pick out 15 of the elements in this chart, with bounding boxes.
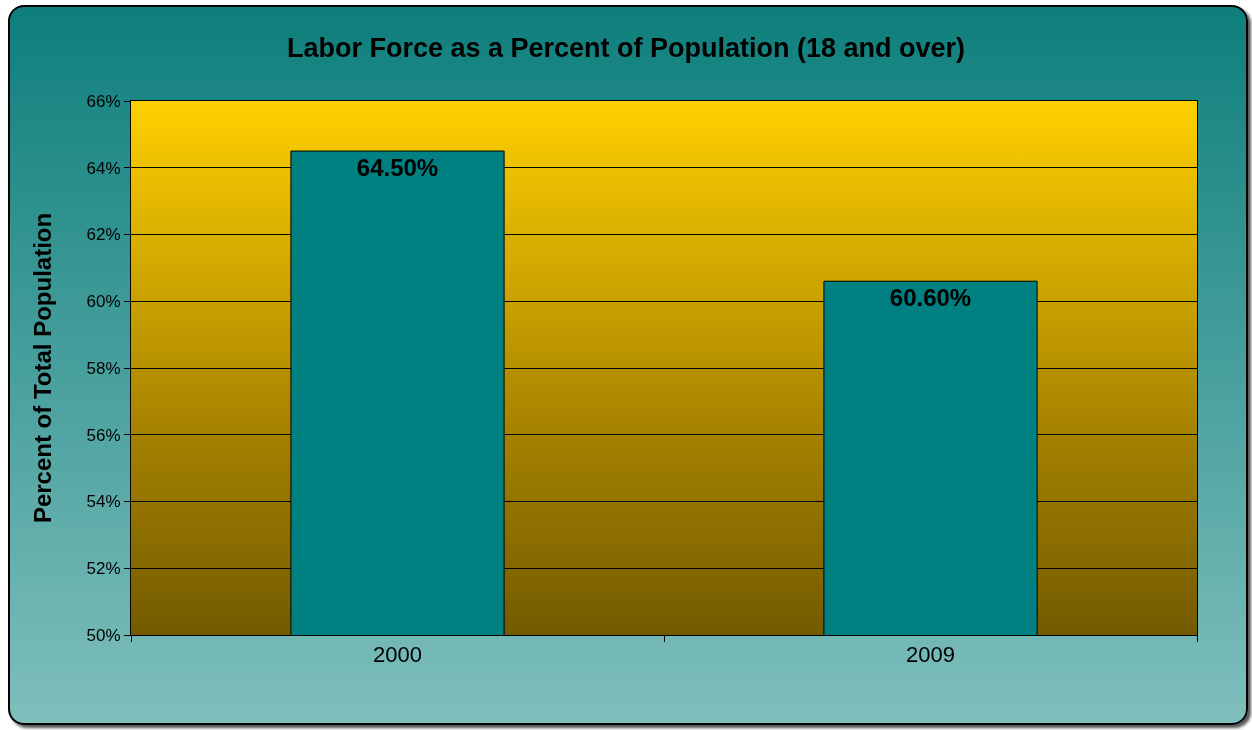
data-label: 60.60% — [889, 284, 972, 312]
y-tick-label: 64% — [86, 158, 121, 178]
y-tick-label: 62% — [86, 225, 121, 245]
y-axis-title: Percent of Total Population — [28, 212, 56, 524]
y-tick-label: 60% — [86, 292, 121, 312]
y-tick-label: 56% — [86, 425, 121, 445]
y-tick-label: 58% — [86, 358, 121, 378]
y-tick-label: 66% — [86, 91, 121, 111]
x-tick-label: 2000 — [373, 642, 422, 668]
y-tick-label: 50% — [86, 625, 121, 645]
y-tick-label: 54% — [86, 492, 121, 512]
chart-title: Labor Force as a Percent of Population (18 and over) — [286, 32, 966, 63]
y-tick-label: 52% — [86, 559, 121, 579]
x-tick-label: 2009 — [906, 642, 955, 668]
data-label: 64.50% — [356, 154, 439, 182]
